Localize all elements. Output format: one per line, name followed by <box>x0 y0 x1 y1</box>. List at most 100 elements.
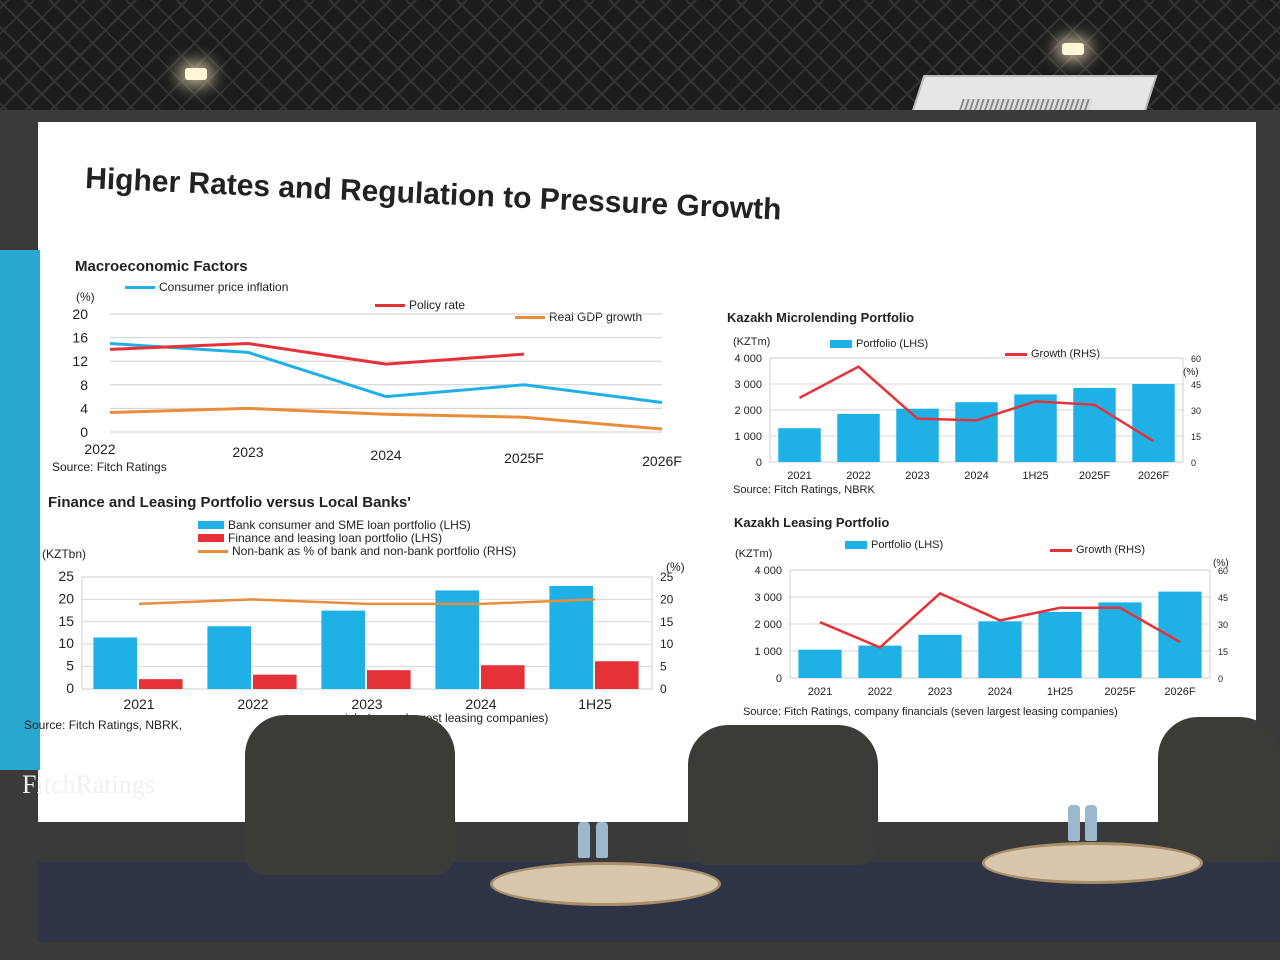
bar <box>93 637 137 689</box>
leasing-source: Source: Fitch Ratings, company financial… <box>743 706 1118 718</box>
y2-tick-label: 0 <box>1191 458 1196 468</box>
y2-tick-label: 15 <box>660 615 674 629</box>
y-tick-label: 3 000 <box>734 379 762 391</box>
bar <box>481 665 525 689</box>
leasing-unit-left: (KZTm) <box>735 548 773 560</box>
y-tick-label: 2 000 <box>734 405 762 417</box>
y-tick-label: 1 000 <box>754 646 782 658</box>
y-tick-label: 5 <box>66 658 74 674</box>
y2-tick-label: 30 <box>1191 406 1201 416</box>
water-bottle <box>578 822 590 858</box>
micro-legend-growth: Growth (RHS) <box>1005 348 1100 360</box>
bar <box>595 661 639 689</box>
finance-unit-right: (%) <box>666 560 685 574</box>
y-tick-label: 10 <box>58 635 74 651</box>
y2-tick-label: 25 <box>660 570 674 584</box>
series-line <box>109 341 525 366</box>
x-tick-label: 2026F <box>1164 686 1195 698</box>
macro-title: Macroeconomic Factors <box>75 258 248 275</box>
bar <box>253 674 297 689</box>
x-tick-label: 2024 <box>465 696 496 712</box>
x-tick-label: 2021 <box>123 696 154 712</box>
y-tick-label: 1 000 <box>734 431 762 443</box>
x-tick-label: 2022 <box>868 686 892 698</box>
y2-tick-label: 45 <box>1191 380 1201 390</box>
bar <box>139 679 183 689</box>
x-tick-label: 2023 <box>232 444 263 460</box>
leasing-legend-portfolio: Portfolio (LHS) <box>845 539 943 551</box>
finance-legend-nonbank: Non-bank as % of bank and non-bank portf… <box>198 544 516 558</box>
bar <box>1014 394 1057 462</box>
x-tick-label: 2023 <box>351 696 382 712</box>
x-tick-label: 2024 <box>988 686 1012 698</box>
micro-unit-left: (KZTm) <box>733 336 771 348</box>
y2-tick-label: 15 <box>1191 432 1201 442</box>
x-tick-label: 2026F <box>1138 470 1169 482</box>
y-tick-label: 4 <box>80 400 88 416</box>
macro-chart: 0 4 8 12 16 20 2022 2023 2024 2025F 2026F <box>72 306 682 469</box>
x-tick-label: 2025F <box>1104 686 1135 698</box>
y-tick-label: 0 <box>80 424 88 440</box>
macro-legend-policy: Policy rate <box>375 298 465 312</box>
y-tick-label: 15 <box>58 613 74 629</box>
armchair <box>1158 717 1280 857</box>
bar <box>978 621 1022 678</box>
bar <box>1098 602 1142 678</box>
ceiling <box>0 0 1280 130</box>
macro-unit: (%) <box>76 290 95 304</box>
water-bottle <box>1068 805 1080 841</box>
flag <box>0 250 40 770</box>
micro-unit-right: (%) <box>1183 367 1199 378</box>
y2-tick-label: 10 <box>660 637 674 651</box>
presentation-screen <box>38 122 1280 942</box>
bar <box>367 670 411 689</box>
bar <box>435 590 479 689</box>
bar <box>955 402 998 462</box>
y2-tick-label: 0 <box>660 682 667 696</box>
x-tick-label: 2025F <box>504 450 544 466</box>
y-tick-label: 20 <box>72 306 88 322</box>
micro-legend-portfolio: Portfolio (LHS) <box>830 338 928 350</box>
x-tick-label: 1H25 <box>1022 470 1048 482</box>
bar <box>1038 611 1082 678</box>
series-line <box>109 406 663 431</box>
y2-tick-label: 15 <box>1218 647 1228 657</box>
y2-tick-label: 5 <box>660 660 667 674</box>
series-line <box>798 365 1155 443</box>
x-tick-label: 1H25 <box>1047 686 1073 698</box>
water-bottle <box>1085 805 1097 841</box>
macro-source: Source: Fitch Ratings <box>52 460 167 474</box>
ceiling-light <box>185 68 207 80</box>
y-tick-label: 2 000 <box>754 619 782 631</box>
y-tick-label: 4 000 <box>734 353 762 365</box>
y-tick-label: 4 000 <box>754 565 782 577</box>
side-table <box>490 862 721 906</box>
x-tick-label: 2023 <box>905 470 929 482</box>
bar <box>918 634 962 678</box>
y2-tick-label: 20 <box>660 592 674 606</box>
y-tick-label: 8 <box>80 377 88 393</box>
ceiling-light <box>1062 43 1084 55</box>
micro-source: Source: Fitch Ratings, NBRK <box>733 484 875 496</box>
y-tick-label: 16 <box>72 330 88 346</box>
bar <box>321 610 365 689</box>
leasing-legend-growth: Growth (RHS) <box>1050 544 1145 556</box>
bar <box>778 428 821 462</box>
bar <box>837 413 880 462</box>
x-tick-label: 2024 <box>964 470 988 482</box>
x-tick-label: 2023 <box>928 686 952 698</box>
y2-tick-label: 45 <box>1218 593 1228 603</box>
bar <box>798 649 842 678</box>
y2-tick-label: 60 <box>1191 354 1201 364</box>
x-tick-label: 2022 <box>84 441 115 457</box>
bar <box>1073 387 1116 462</box>
y-tick-label: 25 <box>58 568 74 584</box>
leasing-unit-right: (%) <box>1213 558 1229 569</box>
x-tick-label: 2021 <box>808 686 832 698</box>
x-tick-label: 2022 <box>237 696 268 712</box>
y-tick-label: 0 <box>66 680 74 696</box>
x-tick-label: 2026F <box>642 453 682 469</box>
x-tick-label: 2024 <box>370 447 401 463</box>
leasing-chart: 0 1 000 2 000 3 000 4 000 0 15 30 45 60 2021 2022 20… <box>754 565 1228 698</box>
y2-tick-label: 30 <box>1218 620 1228 630</box>
